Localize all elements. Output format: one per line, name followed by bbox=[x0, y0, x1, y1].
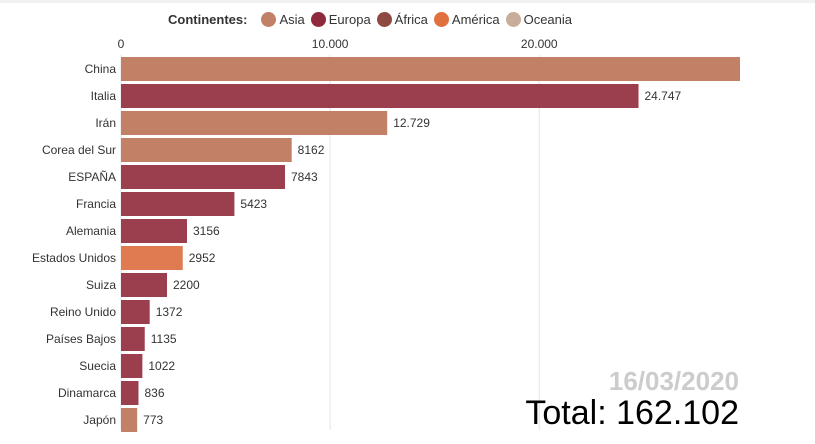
bar bbox=[121, 219, 187, 243]
category-label: Reino Unido bbox=[50, 305, 116, 319]
category-label: China bbox=[85, 62, 117, 76]
legend-label: Europa bbox=[328, 12, 371, 27]
bar bbox=[121, 111, 388, 135]
legend-item: Asia bbox=[261, 12, 305, 27]
value-label: 24.747 bbox=[645, 89, 682, 103]
value-label: 2952 bbox=[189, 251, 216, 265]
bar bbox=[121, 246, 183, 270]
category-label: Dinamarca bbox=[58, 386, 116, 400]
bar bbox=[121, 138, 292, 162]
bar bbox=[121, 84, 639, 108]
value-label: 1372 bbox=[156, 305, 183, 319]
total-label: Total: 162.102 bbox=[525, 394, 739, 432]
bar bbox=[121, 408, 138, 432]
bar bbox=[121, 57, 740, 81]
legend-dot-icon bbox=[261, 12, 277, 27]
value-label: 7843 bbox=[291, 170, 318, 184]
category-label: Corea del Sur bbox=[42, 143, 116, 157]
legend-item: América bbox=[433, 12, 500, 27]
value-label: 773 bbox=[143, 413, 163, 427]
legend-label: América bbox=[451, 12, 500, 27]
legend-label: África bbox=[394, 12, 428, 27]
legend-dot-icon bbox=[433, 12, 449, 27]
category-label: Países Bajos bbox=[46, 332, 116, 346]
top-border bbox=[0, 0, 815, 3]
value-label: 12.729 bbox=[393, 116, 430, 130]
value-label: 5423 bbox=[240, 197, 267, 211]
legend-label: Oceania bbox=[523, 12, 573, 27]
value-label: 8162 bbox=[298, 143, 325, 157]
bar bbox=[121, 300, 150, 324]
bar bbox=[121, 273, 168, 297]
bar bbox=[121, 327, 145, 351]
legend-item: África bbox=[376, 12, 428, 27]
legend-item: Europa bbox=[310, 12, 371, 27]
legend-dot-icon bbox=[505, 12, 521, 27]
category-label: Suiza bbox=[86, 278, 116, 292]
legend: Continentes: Asia Europa África América Ocea… bbox=[168, 12, 578, 27]
value-label: 1022 bbox=[148, 359, 175, 373]
value-label: 2200 bbox=[173, 278, 200, 292]
legend-dot-icon bbox=[310, 12, 326, 27]
category-label: Estados Unidos bbox=[32, 251, 116, 265]
legend-item: Oceania bbox=[505, 12, 573, 27]
legend-label: Asia bbox=[279, 12, 305, 27]
category-label: Alemania bbox=[66, 224, 116, 238]
legend-dot-icon bbox=[376, 12, 392, 27]
category-label: Suecia bbox=[79, 359, 116, 373]
x-tick-label: 10.000 bbox=[312, 37, 349, 51]
value-label: 3156 bbox=[193, 224, 220, 238]
bar bbox=[121, 165, 286, 189]
category-label: Italia bbox=[91, 89, 117, 103]
category-label: ESPAÑA bbox=[68, 170, 116, 184]
bar bbox=[121, 354, 143, 378]
value-label: 1135 bbox=[151, 332, 177, 346]
category-label: Francia bbox=[76, 197, 116, 211]
bar bbox=[121, 381, 139, 405]
x-tick-label: 20.000 bbox=[521, 37, 558, 51]
legend-title: Continentes: bbox=[168, 12, 248, 27]
value-label: 836 bbox=[144, 386, 164, 400]
date-label: 16/03/2020 bbox=[608, 366, 739, 396]
category-label: Irán bbox=[95, 116, 116, 130]
x-tick-label: 0 bbox=[118, 37, 125, 51]
category-label: Japón bbox=[83, 413, 116, 427]
bar bbox=[121, 192, 235, 216]
